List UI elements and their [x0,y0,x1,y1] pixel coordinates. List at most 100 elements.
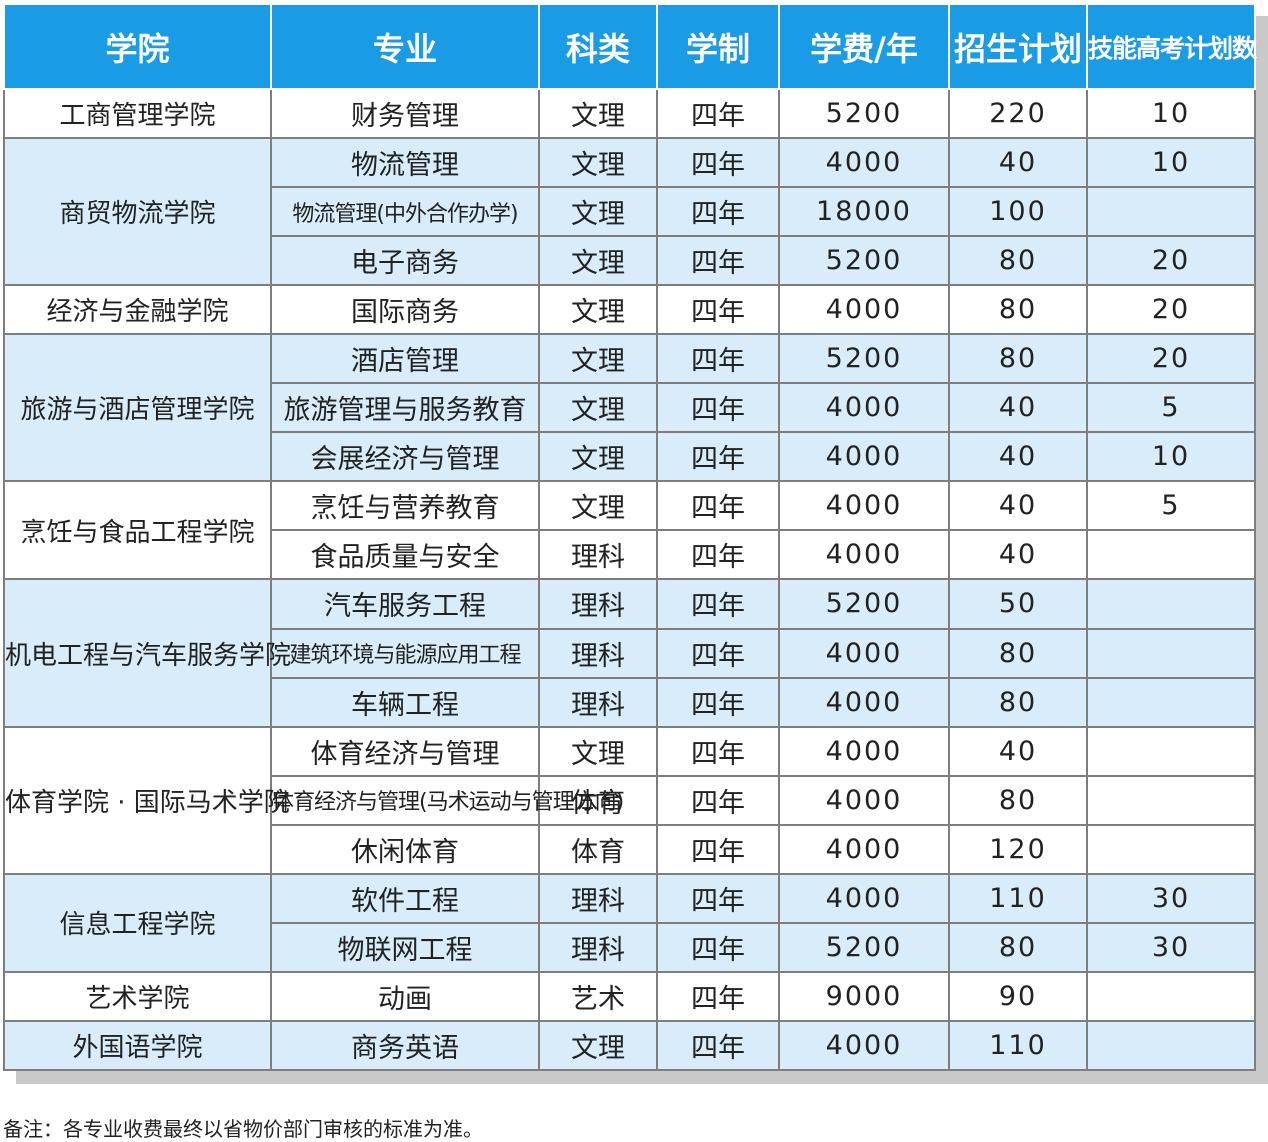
enrollment-plan-cell: 110 [948,1019,1088,1072]
college-cell: 商贸物流学院 [3,137,272,287]
enrollment-plan-cell: 40 [948,480,1088,532]
enrollment-plan-cell: 40 [948,725,1088,777]
duration-cell: 四年 [656,186,780,238]
duration-cell: 四年 [656,872,780,924]
category-cell: 艺术 [538,970,658,1022]
header-skill-exam-plan: 技能高考计划数 [1086,3,1257,90]
major-cell: 旅游管理与服务教育 [270,382,540,434]
college-cell: 机电工程与汽车服务学院 [3,578,291,728]
enrollment-plan-cell: 80 [948,333,1088,385]
tuition-cell: 4000 [778,774,950,826]
table-row: 休闲体育 体育 四年 4000 120 [4,823,1256,875]
category-cell: 文理 [538,333,658,385]
tuition-cell: 9000 [778,970,950,1022]
tuition-cell: 4000 [778,431,950,483]
category-cell: 理科 [538,676,658,728]
header-category: 科类 [538,3,658,90]
category-cell: 文理 [538,1019,658,1072]
tuition-cell: 4000 [778,676,950,728]
duration-cell: 四年 [656,333,780,385]
enrollment-plan-cell: 40 [948,529,1088,581]
tuition-cell: 18000 [778,186,950,238]
header-row: 学院 专业 科类 学制 学费/年 招生计划 技能高考计划数 [3,3,1257,90]
skill-exam-plan-cell [1086,627,1256,679]
table-row: 物联网工程 理科 四年 5200 80 30 [4,921,1256,973]
skill-exam-plan-cell [1086,823,1256,875]
category-cell: 文理 [538,431,658,483]
skill-exam-plan-cell: 30 [1086,872,1256,924]
table-row: 物流管理(中外合作办学) 文理 四年 18000 100 [4,186,1256,238]
major-cell: 财务管理 [270,87,540,140]
skill-exam-plan-cell: 20 [1086,284,1256,336]
enrollment-plan-cell: 40 [948,137,1088,189]
duration-cell: 四年 [656,235,780,287]
major-cell: 会展经济与管理 [270,431,540,483]
duration-cell: 四年 [656,529,780,581]
duration-cell: 四年 [656,676,780,728]
skill-exam-plan-cell [1086,186,1256,238]
major-cell: 物流管理(中外合作办学) [270,186,540,238]
skill-exam-plan-cell [1086,970,1256,1022]
duration-cell: 四年 [656,480,780,532]
tuition-cell: 5200 [778,578,950,630]
enrollment-plan-cell: 220 [948,87,1088,140]
major-cell: 体育经济与管理(马术运动与管理方向) [270,774,624,826]
table-row: 体育学院 · 国际马术学院 体育经济与管理 文理 四年 4000 40 [3,725,1256,875]
category-cell: 文理 [538,137,658,189]
table-row: 艺术学院 动画 艺术 四年 9000 90 [3,970,1256,1022]
college-cell: 旅游与酒店管理学院 [3,333,272,483]
header-major: 专业 [270,3,540,90]
enrollment-plan-cell: 100 [948,186,1088,238]
tuition-cell: 4000 [778,627,950,679]
category-cell: 体育 [538,774,658,826]
enrollment-plan-cell: 110 [948,872,1088,924]
major-cell: 国际商务 [270,284,540,336]
category-cell: 文理 [538,284,658,336]
table-row: 建筑环境与能源应用工程 理科 四年 4000 80 [4,627,1256,679]
enrollment-plan-cell: 80 [948,235,1088,287]
header-college: 学院 [3,3,272,90]
duration-cell: 四年 [656,627,780,679]
table-row: 旅游与酒店管理学院 酒店管理 文理 四年 5200 80 20 [3,333,1256,483]
enrollment-plan-cell: 120 [948,823,1088,875]
category-cell: 理科 [538,529,658,581]
category-cell: 理科 [538,872,658,924]
duration-cell: 四年 [656,578,780,630]
table-row: 旅游管理与服务教育 文理 四年 4000 40 5 [4,382,1256,434]
table-row: 食品质量与安全 理科 四年 4000 40 [4,529,1256,581]
tuition-cell: 4000 [778,1019,950,1072]
tuition-cell: 5200 [778,87,950,140]
enrollment-plan-cell: 40 [948,431,1088,483]
skill-exam-plan-cell [1086,578,1256,630]
table-row: 会展经济与管理 文理 四年 4000 40 10 [4,431,1256,483]
enrollment-plan-cell: 80 [948,921,1088,973]
college-cell: 艺术学院 [3,970,272,1022]
major-cell: 烹饪与营养教育 [270,480,540,532]
category-cell: 文理 [538,480,658,532]
college-cell: 外国语学院 [3,1019,272,1072]
college-cell: 信息工程学院 [3,872,272,973]
header-duration: 学制 [656,3,780,90]
table-row: 体育经济与管理(马术运动与管理方向) 体育 四年 4000 80 [4,774,1256,826]
major-cell: 酒店管理 [270,333,540,385]
header-enrollment-plan: 招生计划 [948,3,1088,90]
category-cell: 理科 [538,578,658,630]
category-cell: 文理 [538,382,658,434]
table-row: 机电工程与汽车服务学院 汽车服务工程 理科 四年 5200 50 [3,578,1256,728]
skill-exam-plan-cell [1086,774,1256,826]
table-row: 商贸物流学院 物流管理 文理 四年 4000 40 10 [3,137,1256,287]
major-cell: 体育经济与管理 [270,725,540,777]
skill-exam-plan-cell [1086,725,1256,777]
table-row: 信息工程学院 软件工程 理科 四年 4000 110 30 [3,872,1256,973]
duration-cell: 四年 [656,1019,780,1072]
skill-exam-plan-cell: 30 [1086,921,1256,973]
table-body: 工商管理学院 财务管理 文理 四年 5200 220 10 商贸物流学院 物流管理 文理 四年 400… [3,87,1256,1072]
major-cell: 食品质量与安全 [270,529,540,581]
tuition-cell: 5200 [778,921,950,973]
college-cell: 工商管理学院 [3,87,272,140]
duration-cell: 四年 [656,823,780,875]
tuition-cell: 5200 [778,333,950,385]
duration-cell: 四年 [656,284,780,336]
duration-cell: 四年 [656,921,780,973]
tuition-cell: 4000 [778,725,950,777]
